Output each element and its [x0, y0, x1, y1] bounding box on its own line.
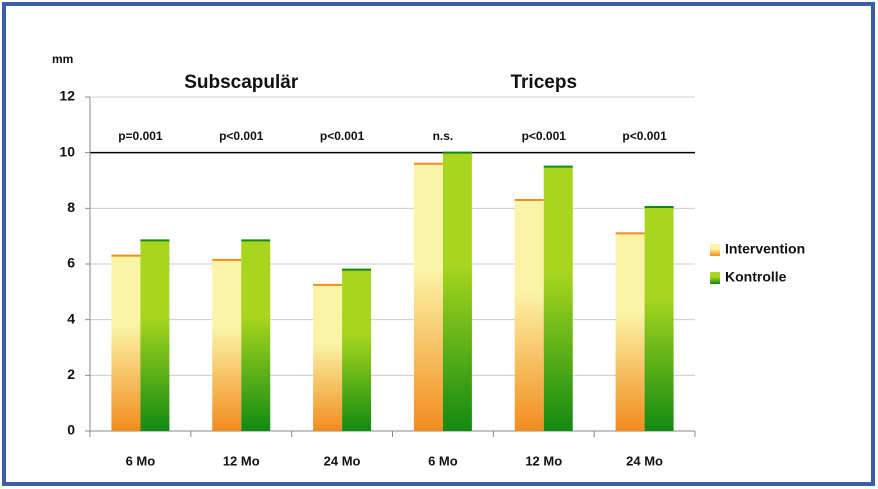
- bar: [313, 284, 343, 431]
- bar: [111, 255, 141, 431]
- annotation: p<0.001: [320, 129, 365, 143]
- x-tick-label: 6 Mo: [428, 453, 458, 468]
- bar: [413, 163, 443, 432]
- bar: [615, 233, 645, 431]
- annotation: n.s.: [433, 129, 454, 143]
- group-label: Subscapulär: [184, 72, 299, 93]
- x-tick-label: 6 Mo: [126, 453, 156, 468]
- legend-label: Intervention: [725, 241, 805, 257]
- y-tick-label: 6: [67, 255, 75, 271]
- y-tick-label: 0: [67, 422, 75, 438]
- bar: [442, 152, 472, 431]
- annotation: p<0.001: [219, 129, 264, 143]
- annotation: p=0.001: [118, 129, 163, 143]
- bar: [241, 240, 271, 431]
- x-tick-label: 12 Mo: [525, 453, 562, 468]
- legend-swatch: [710, 244, 720, 256]
- x-tick-label: 12 Mo: [223, 453, 260, 468]
- y-tick-label: 4: [67, 310, 75, 326]
- bar: [140, 240, 170, 431]
- legend-label: Kontrolle: [725, 269, 787, 285]
- bar: [514, 199, 544, 431]
- bar: [543, 166, 573, 432]
- bar: [644, 206, 674, 431]
- bar: [212, 259, 242, 431]
- y-tick-label: 2: [67, 366, 75, 382]
- x-tick-label: 24 Mo: [626, 453, 663, 468]
- y-tick-label: 10: [59, 143, 75, 159]
- x-tick-label: 24 Mo: [324, 453, 361, 468]
- group-label: Triceps: [510, 72, 577, 93]
- y-tick-label: 12: [59, 88, 75, 104]
- legend-swatch: [710, 272, 720, 284]
- y-axis-label: mm: [52, 52, 73, 66]
- y-tick-label: 8: [67, 199, 75, 215]
- annotation: p<0.001: [522, 129, 567, 143]
- annotation: p<0.001: [622, 129, 667, 143]
- bar: [342, 269, 372, 431]
